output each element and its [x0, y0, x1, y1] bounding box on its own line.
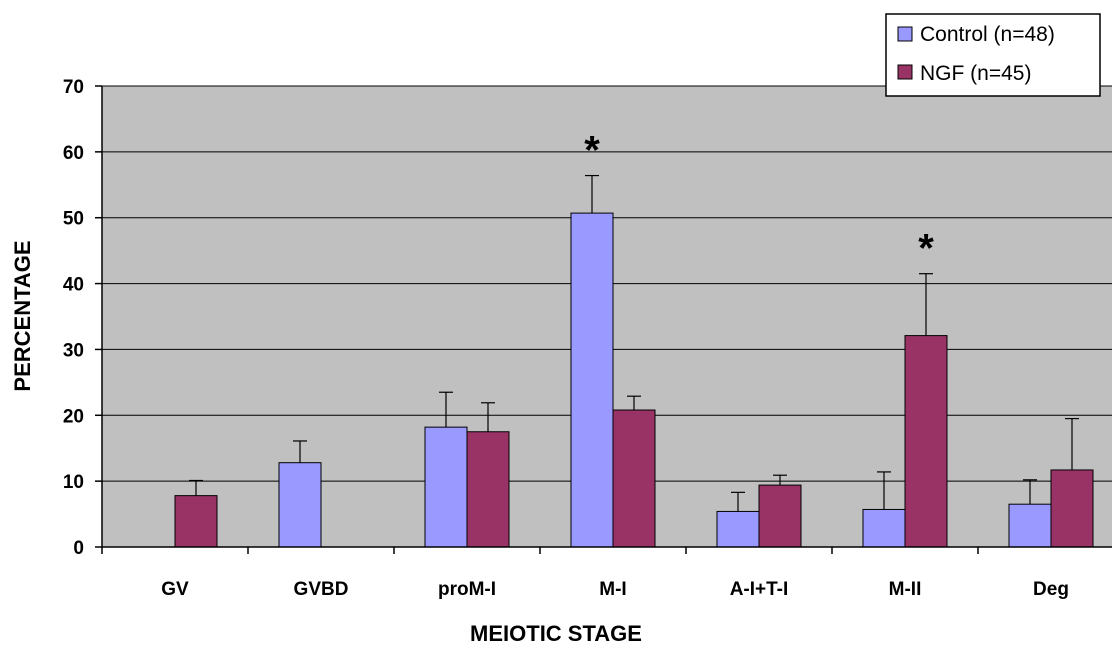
x-tick-label-M-II: M-II: [889, 579, 922, 600]
bar-A-I+T-I-series-0: [716, 510, 760, 548]
y-axis-title: PERCENTAGE: [10, 240, 35, 391]
x-category-labels: GV GVBD proM-I M-I A-I+T-I M-II Deg: [161, 579, 1069, 600]
y-tick-label-60: 60: [63, 143, 84, 164]
x-tick-label-GVBD: GVBD: [294, 579, 349, 600]
bar-M-I-series-1: [612, 409, 656, 548]
y-tick-label-10: 10: [63, 472, 84, 493]
error-bars: [189, 174, 1079, 512]
x-tick-label-GV: GV: [161, 579, 189, 600]
y-tick-label-50: 50: [63, 209, 84, 230]
x-axis-title: MEIOTIC STAGE: [470, 621, 642, 646]
y-tick-label-20: 20: [63, 406, 84, 427]
bar-GVBD-series-0: [278, 462, 322, 548]
legend: Control (n=48) NGF (n=45): [885, 13, 1101, 97]
legend-box: [885, 13, 1101, 97]
y-tick-labels: 0 10 20 30 40 50 60 70: [63, 77, 84, 559]
bar-Deg-series-1: [1050, 469, 1094, 548]
legend-label-ngf: NGF (n=45): [920, 62, 1031, 85]
legend-label-control: Control (n=48): [920, 23, 1055, 46]
bar-A-I+T-I-series-1: [758, 484, 802, 548]
y-tick-label-0: 0: [73, 538, 84, 559]
x-tick-label-M-I: M-I: [599, 579, 626, 600]
x-tick-label-A-I+T-I: A-I+T-I: [730, 579, 789, 600]
legend-swatch-ngf: [897, 64, 913, 80]
bar-proM-I-series-1: [466, 431, 510, 548]
x-tick-label-proM-I: proM-I: [438, 579, 496, 600]
bar-Deg-series-0: [1008, 503, 1052, 548]
y-tick-label-70: 70: [63, 77, 84, 98]
y-tick-label-30: 30: [63, 340, 84, 361]
x-tick-label-Deg: Deg: [1033, 579, 1069, 600]
y-tick-label-40: 40: [63, 275, 84, 296]
significance-star-M-I: *: [584, 129, 600, 173]
bar-M-II-series-0: [862, 508, 906, 548]
significance-markers: **: [584, 129, 934, 271]
axes: [95, 85, 1112, 554]
legend-swatch-control: [897, 26, 913, 42]
bar-proM-I-series-0: [424, 426, 468, 548]
bar-GV-series-1: [174, 495, 218, 548]
bar-M-I-series-0: [570, 212, 614, 548]
significance-star-M-II: *: [918, 227, 934, 271]
bar-M-II-series-1: [904, 335, 948, 548]
